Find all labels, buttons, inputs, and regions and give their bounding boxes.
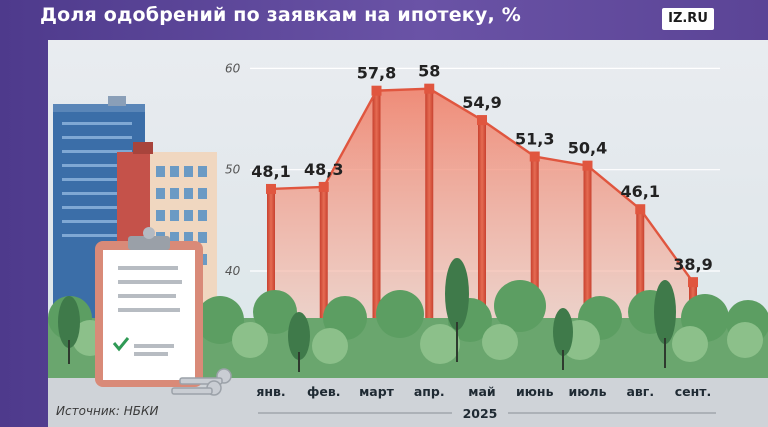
point-marker (477, 115, 487, 126)
y-tick-label: 40 (225, 264, 241, 278)
value-label: 38,9 (673, 255, 712, 274)
point-markers (266, 83, 698, 288)
roof-structure (108, 96, 126, 106)
month-label: март (359, 384, 395, 399)
tall-building-roof (53, 104, 145, 112)
y-tick-label: 50 (225, 163, 241, 177)
month-label: авг. (626, 384, 654, 399)
value-label: 46,1 (621, 182, 660, 201)
y-tick-label: 60 (225, 61, 241, 75)
clipboard-clip-ring (143, 227, 155, 239)
point-marker (688, 277, 698, 288)
bar-авг. (636, 209, 645, 374)
value-label: 50,4 (568, 139, 607, 158)
value-label: 54,9 (462, 93, 501, 112)
month-label: апр. (414, 384, 445, 399)
value-labels: 48,1 48,3 57,8 58 54,9 51,3 50,4 46,1 38,9 (251, 62, 712, 274)
month-label: июнь (516, 384, 554, 399)
value-label: 48,1 (251, 162, 290, 181)
value-label: 57,8 (357, 64, 396, 83)
y-tick-labels: 60 50 40 (225, 61, 241, 278)
x-month-labels: янв. фев. март апр. май июнь июль авг. сент. (256, 384, 711, 399)
bar-май (478, 120, 486, 374)
keys-icon (171, 368, 232, 396)
bar-янв. (267, 188, 275, 374)
brand-logo[interactable]: IZ.RU (662, 8, 714, 30)
point-marker (635, 204, 646, 215)
bar-апр. (425, 88, 434, 374)
point-marker (529, 151, 540, 162)
year-label: 2025 (463, 406, 498, 421)
clipboard-illustration (95, 227, 232, 396)
tall-building-windows (62, 122, 132, 237)
point-marker (318, 181, 329, 192)
bar-июль (583, 165, 592, 374)
bar-фев. (319, 186, 328, 374)
point-marker (582, 160, 593, 171)
value-label: 48,3 (304, 160, 343, 179)
clipboard-lines (118, 266, 182, 356)
point-marker (371, 85, 382, 96)
clipboard-paper (103, 250, 195, 380)
bar-март (372, 90, 381, 374)
value-label: 58 (418, 62, 440, 81)
month-label: май (468, 384, 495, 399)
chimney (133, 142, 153, 154)
clipboard-clip (128, 236, 170, 250)
month-label: янв. (256, 384, 285, 399)
source-note: Источник: НБКИ (56, 404, 159, 418)
point-marker (266, 183, 276, 194)
value-label: 51,3 (515, 130, 554, 149)
month-label: фев. (307, 384, 341, 399)
checkmark-icon (112, 337, 130, 352)
chart-title: Доля одобрений по заявкам на ипотеку, % (40, 4, 521, 26)
month-label: июль (569, 384, 607, 399)
point-marker (424, 83, 435, 94)
bar-июнь (530, 156, 539, 374)
month-label: сент. (675, 384, 712, 399)
